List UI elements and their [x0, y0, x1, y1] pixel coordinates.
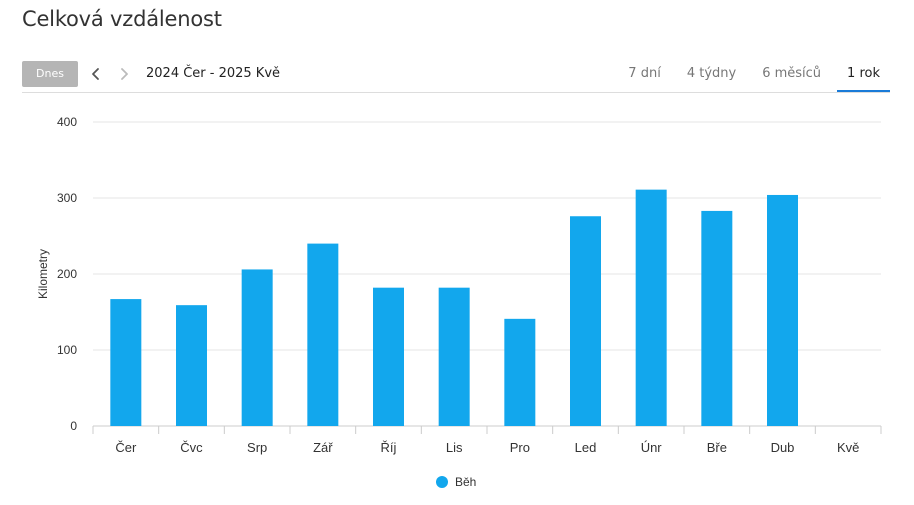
period-tabs: 7 dní 4 týdny 6 měsíců 1 rok	[612, 61, 890, 92]
y-tick-label: 300	[57, 191, 77, 205]
x-tick-label: Srp	[247, 440, 267, 455]
y-tick-label: 400	[57, 115, 77, 129]
bar-5	[373, 287, 404, 426]
x-tick-label: Pro	[510, 440, 530, 455]
next-period-button[interactable]	[116, 64, 132, 84]
bar-8	[570, 216, 601, 426]
tab-7-days[interactable]: 7 dní	[628, 66, 661, 81]
bar-9	[635, 189, 667, 426]
legend-item-run[interactable]: Běh	[436, 474, 476, 490]
x-tick-label: Kvě	[837, 440, 859, 455]
tab-6-months[interactable]: 6 měsíců	[762, 66, 822, 81]
x-tick-label: Čvc	[180, 440, 203, 455]
bar-2	[176, 305, 207, 426]
x-tick-label: Čer	[115, 440, 137, 455]
date-range-label: 2024 Čer - 2025 Kvě	[146, 66, 281, 81]
today-button[interactable]: Dnes	[22, 61, 78, 87]
x-tick-label: Únr	[641, 440, 663, 455]
bar-6	[438, 287, 470, 426]
bar-1	[110, 299, 142, 426]
y-tick-label: 200	[57, 267, 77, 281]
y-axis-title: Kilometry	[36, 249, 50, 299]
page-title: Celková vzdálenost	[22, 7, 222, 31]
x-tick-label: Lis	[446, 440, 463, 455]
legend-dot	[436, 476, 448, 488]
y-tick-label: 100	[57, 343, 77, 357]
bar-4	[307, 243, 339, 426]
x-tick-label: Dub	[771, 440, 795, 455]
x-tick-label: Bře	[707, 440, 727, 455]
date-toolbar: Dnes 2024 Čer - 2025 Kvě 7 dní 4 týdny 6…	[22, 61, 890, 93]
previous-period-button[interactable]	[88, 64, 104, 84]
tab-4-weeks[interactable]: 4 týdny	[686, 66, 737, 81]
x-tick-label: Led	[575, 440, 597, 455]
legend-label: Běh	[455, 475, 477, 489]
tab-1-year[interactable]: 1 rok	[837, 61, 890, 92]
bar-3	[241, 269, 273, 426]
y-tick-label: 0	[70, 419, 77, 433]
bar-10	[701, 210, 733, 426]
x-tick-label: Říj	[381, 440, 397, 455]
x-tick-label: Zář	[313, 440, 333, 455]
bar-chart: 0 100 200 300 400 Kilometry Čer Čvc Srp Zář Říj Lis…	[36, 115, 882, 455]
chevron-right-icon	[121, 68, 128, 80]
bar-7	[504, 318, 536, 426]
chevron-left-icon	[92, 68, 99, 80]
distance-chart: 0 100 200 300 400 Kilometry Čer Čvc Srp Zář Říj Lis…	[0, 100, 914, 505]
bar-11	[767, 194, 798, 426]
